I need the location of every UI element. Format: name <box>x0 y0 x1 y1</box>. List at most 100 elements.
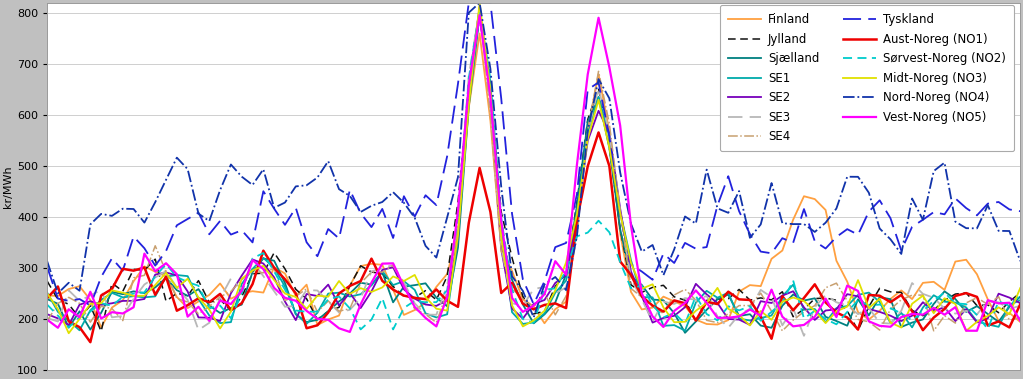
SE2 <box>884 313 896 318</box>
SE3 <box>268 289 280 293</box>
Tyskland <box>301 240 313 244</box>
SE2 <box>279 299 292 304</box>
Finland <box>1004 311 1016 315</box>
Legend: Finland, Jylland, Sjælland, SE1, SE2, SE3, SE4, Tyskland, Aust-Noreg (NO1), Sørv: Finland, Jylland, Sjælland, SE1, SE2, SE… <box>719 5 1015 152</box>
SE4 <box>614 208 626 213</box>
Midt-Noreg (NO3) <box>1004 312 1016 316</box>
Midt-Noreg (NO3) <box>884 320 896 325</box>
SE2 <box>625 269 637 274</box>
Sjælland <box>290 312 302 316</box>
Jylland <box>171 291 183 295</box>
Line: Aust-Noreg (NO1): Aust-Noreg (NO1) <box>47 132 1020 342</box>
SE3 <box>290 304 302 308</box>
Finland <box>95 325 107 330</box>
Nord-Noreg (NO4) <box>474 0 486 5</box>
Vest-Noreg (NO5) <box>625 223 637 228</box>
Sørvest-Noreg (NO2) <box>290 308 302 313</box>
Sjælland <box>41 297 53 301</box>
SE1 <box>41 290 53 295</box>
Line: Nord-Noreg (NO4): Nord-Noreg (NO4) <box>47 3 1020 318</box>
Aust-Noreg (NO1) <box>592 130 605 135</box>
Jylland <box>1014 291 1023 295</box>
Line: Midt-Noreg (NO3): Midt-Noreg (NO3) <box>47 3 1020 333</box>
Sørvest-Noreg (NO2) <box>1014 293 1023 297</box>
SE3 <box>160 269 172 273</box>
Tyskland <box>171 223 183 228</box>
Jylland <box>884 290 896 294</box>
Vest-Noreg (NO5) <box>41 317 53 322</box>
Finland <box>279 271 292 276</box>
Sørvest-Noreg (NO2) <box>1004 304 1016 308</box>
Sjælland <box>884 297 896 301</box>
Midt-Noreg (NO3) <box>62 331 75 335</box>
Nord-Noreg (NO4) <box>884 237 896 241</box>
Vest-Noreg (NO5) <box>268 286 280 290</box>
SE4 <box>290 294 302 299</box>
SE2 <box>301 292 313 296</box>
Sjælland <box>1004 305 1016 309</box>
Tyskland <box>1014 209 1023 213</box>
Sørvest-Noreg (NO2) <box>625 286 637 290</box>
Aust-Noreg (NO1) <box>1004 325 1016 330</box>
Sørvest-Noreg (NO2) <box>387 327 399 332</box>
SE1 <box>614 210 626 214</box>
Midt-Noreg (NO3) <box>474 0 486 5</box>
Line: SE1: SE1 <box>47 13 1020 331</box>
Vest-Noreg (NO5) <box>884 324 896 329</box>
SE1 <box>160 274 172 279</box>
Finland <box>1014 319 1023 324</box>
SE2 <box>62 323 75 327</box>
Jylland <box>279 266 292 271</box>
Nord-Noreg (NO4) <box>1004 229 1016 233</box>
SE4 <box>1014 315 1023 320</box>
Aust-Noreg (NO1) <box>1014 302 1023 307</box>
Tyskland <box>41 265 53 269</box>
SE2 <box>474 5 486 10</box>
Sørvest-Noreg (NO2) <box>268 269 280 274</box>
Sørvest-Noreg (NO2) <box>160 262 172 266</box>
Line: Sjælland: Sjælland <box>47 15 1020 333</box>
Line: Jylland: Jylland <box>47 17 1020 331</box>
SE4 <box>160 269 172 274</box>
SE1 <box>290 312 302 316</box>
Sjælland <box>160 276 172 280</box>
Jylland <box>474 15 486 20</box>
Midt-Noreg (NO3) <box>279 291 292 296</box>
Finland <box>41 293 53 298</box>
Aust-Noreg (NO1) <box>84 340 96 345</box>
SE2 <box>1014 301 1023 305</box>
Y-axis label: kr/MWh: kr/MWh <box>3 165 12 208</box>
Midt-Noreg (NO3) <box>171 285 183 290</box>
Vest-Noreg (NO5) <box>290 299 302 303</box>
Midt-Noreg (NO3) <box>41 291 53 296</box>
Jylland <box>625 282 637 287</box>
SE4 <box>1004 318 1016 323</box>
SE1 <box>679 329 692 333</box>
SE1 <box>268 266 280 270</box>
Sjælland <box>1014 294 1023 299</box>
Jylland <box>301 296 313 301</box>
Line: Vest-Noreg (NO5): Vest-Noreg (NO5) <box>47 15 1020 332</box>
SE3 <box>1004 307 1016 311</box>
SE1 <box>884 321 896 325</box>
SE1 <box>1004 303 1016 307</box>
SE3 <box>41 316 53 320</box>
Aust-Noreg (NO1) <box>41 296 53 301</box>
Aust-Noreg (NO1) <box>171 309 183 313</box>
Nord-Noreg (NO4) <box>290 184 302 189</box>
SE3 <box>474 8 486 12</box>
Finland <box>171 295 183 299</box>
Nord-Noreg (NO4) <box>268 205 280 210</box>
Jylland <box>95 329 107 334</box>
SE3 <box>884 321 896 326</box>
SE2 <box>1004 295 1016 300</box>
Line: SE2: SE2 <box>47 8 1020 325</box>
Finland <box>884 297 896 301</box>
SE1 <box>474 11 486 15</box>
SE2 <box>171 273 183 278</box>
SE2 <box>41 312 53 316</box>
Nord-Noreg (NO4) <box>41 259 53 263</box>
Tyskland <box>279 222 292 227</box>
Aust-Noreg (NO1) <box>625 273 637 277</box>
Tyskland <box>625 262 637 266</box>
